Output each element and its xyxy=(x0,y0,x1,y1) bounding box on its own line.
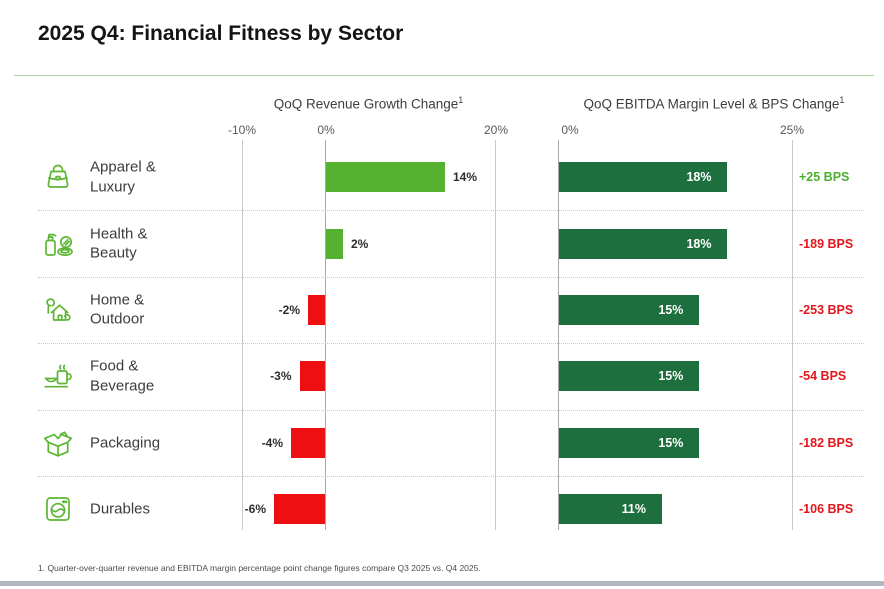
ebitda-chart-header-text: QoQ EBITDA Margin Level & BPS Change xyxy=(583,96,840,112)
sector-label: Food & Beverage xyxy=(90,357,155,395)
sector-row-durables: Durables -6% 11% -106 BPS xyxy=(0,475,884,542)
ebitda-bar: 15% xyxy=(559,427,700,458)
sector-label: Packaging xyxy=(90,434,161,451)
page-title: 2025 Q4: Financial Fitness by Sector xyxy=(38,22,404,45)
revenue-bar xyxy=(274,494,325,525)
revenue-bar xyxy=(326,162,445,193)
ebitda-value-label: 18% xyxy=(686,170,712,185)
ebitda-value-label: 18% xyxy=(686,236,712,251)
ebitda-value-label: 15% xyxy=(658,302,684,317)
revenue-value-label: -4% xyxy=(261,435,283,450)
house-tree-icon xyxy=(40,292,76,328)
title-divider xyxy=(14,75,874,76)
sector-label: Apparel & Luxury xyxy=(90,158,156,196)
revenue-gridline-zero xyxy=(325,140,326,530)
revenue-value-label: -6% xyxy=(244,502,266,517)
revenue-bar xyxy=(291,427,325,458)
sector-row-apparel-luxury: Apparel & Luxury 14% 18% +25 BPS xyxy=(0,144,884,210)
ebitda-gridline-25 xyxy=(792,140,793,530)
footnote-ref: 1 xyxy=(458,95,464,105)
washing-machine-icon xyxy=(40,491,76,527)
ebitda-bar: 18% xyxy=(559,228,728,259)
bps-change-label: -253 BPS xyxy=(799,302,854,317)
bottom-edge-bar xyxy=(0,581,884,586)
ebitda-axis-tick-25: 25% xyxy=(779,123,805,137)
sector-row-health-beauty: Health & Beauty 2% 18% -189 BPS xyxy=(0,210,884,276)
cosmetics-icon xyxy=(40,226,76,262)
revenue-gridline-20 xyxy=(495,140,496,530)
sector-label: Home & Outdoor xyxy=(90,291,145,328)
bps-change-label: +25 BPS xyxy=(799,170,850,185)
bps-change-label: -182 BPS xyxy=(799,435,854,450)
sector-row-food-beverage: Food & Beverage -3% 15% -54 BPS xyxy=(0,343,884,409)
ebitda-value-label: 11% xyxy=(621,502,646,517)
revenue-bar xyxy=(326,228,343,259)
revenue-axis-tick-20: 20% xyxy=(483,123,509,137)
open-box-icon xyxy=(40,425,76,461)
sector-label: Health & Beauty xyxy=(90,225,148,262)
revenue-gridline-neg10 xyxy=(242,140,243,530)
ebitda-value-label: 15% xyxy=(658,435,684,450)
handbag-icon xyxy=(40,159,76,195)
ebitda-bar: 11% xyxy=(559,494,662,525)
ebitda-chart-header: QoQ EBITDA Margin Level & BPS Change1 xyxy=(556,95,872,112)
ebitda-bar: 15% xyxy=(559,294,700,325)
bps-change-label: -189 BPS xyxy=(799,236,854,251)
revenue-bar xyxy=(299,361,325,392)
revenue-value-label: -2% xyxy=(278,302,300,317)
revenue-bar xyxy=(308,294,325,325)
revenue-value-label: -3% xyxy=(270,369,292,384)
revenue-value-label: 2% xyxy=(351,236,369,251)
revenue-axis-tick-neg10: -10% xyxy=(227,123,257,137)
bps-change-label: -54 BPS xyxy=(799,369,847,384)
ebitda-bar: 15% xyxy=(559,361,700,392)
sector-label: Durables xyxy=(90,500,151,518)
sector-row-home-outdoor: Home & Outdoor -2% 15% -253 BPS xyxy=(0,276,884,343)
revenue-value-label: 14% xyxy=(453,170,478,185)
revenue-chart-header: QoQ Revenue Growth Change1 xyxy=(242,95,495,112)
ebitda-gridline-zero xyxy=(558,140,559,530)
bps-change-label: -106 BPS xyxy=(799,502,854,517)
sector-rows: Apparel & Luxury 14% 18% +25 BPS Health … xyxy=(0,144,884,542)
mug-bowl-icon xyxy=(40,358,76,394)
ebitda-value-label: 15% xyxy=(658,369,684,384)
footnote-ref: 1 xyxy=(839,95,845,105)
revenue-chart-header-text: QoQ Revenue Growth Change xyxy=(273,96,459,112)
revenue-axis-tick-0: 0% xyxy=(317,123,335,137)
footnote: 1. Quarter-over-quarter revenue and EBIT… xyxy=(38,563,481,573)
ebitda-axis-tick-0: 0% xyxy=(561,123,579,137)
ebitda-bar: 18% xyxy=(559,162,728,193)
sector-row-packaging: Packaging -4% 15% -182 BPS xyxy=(0,409,884,476)
